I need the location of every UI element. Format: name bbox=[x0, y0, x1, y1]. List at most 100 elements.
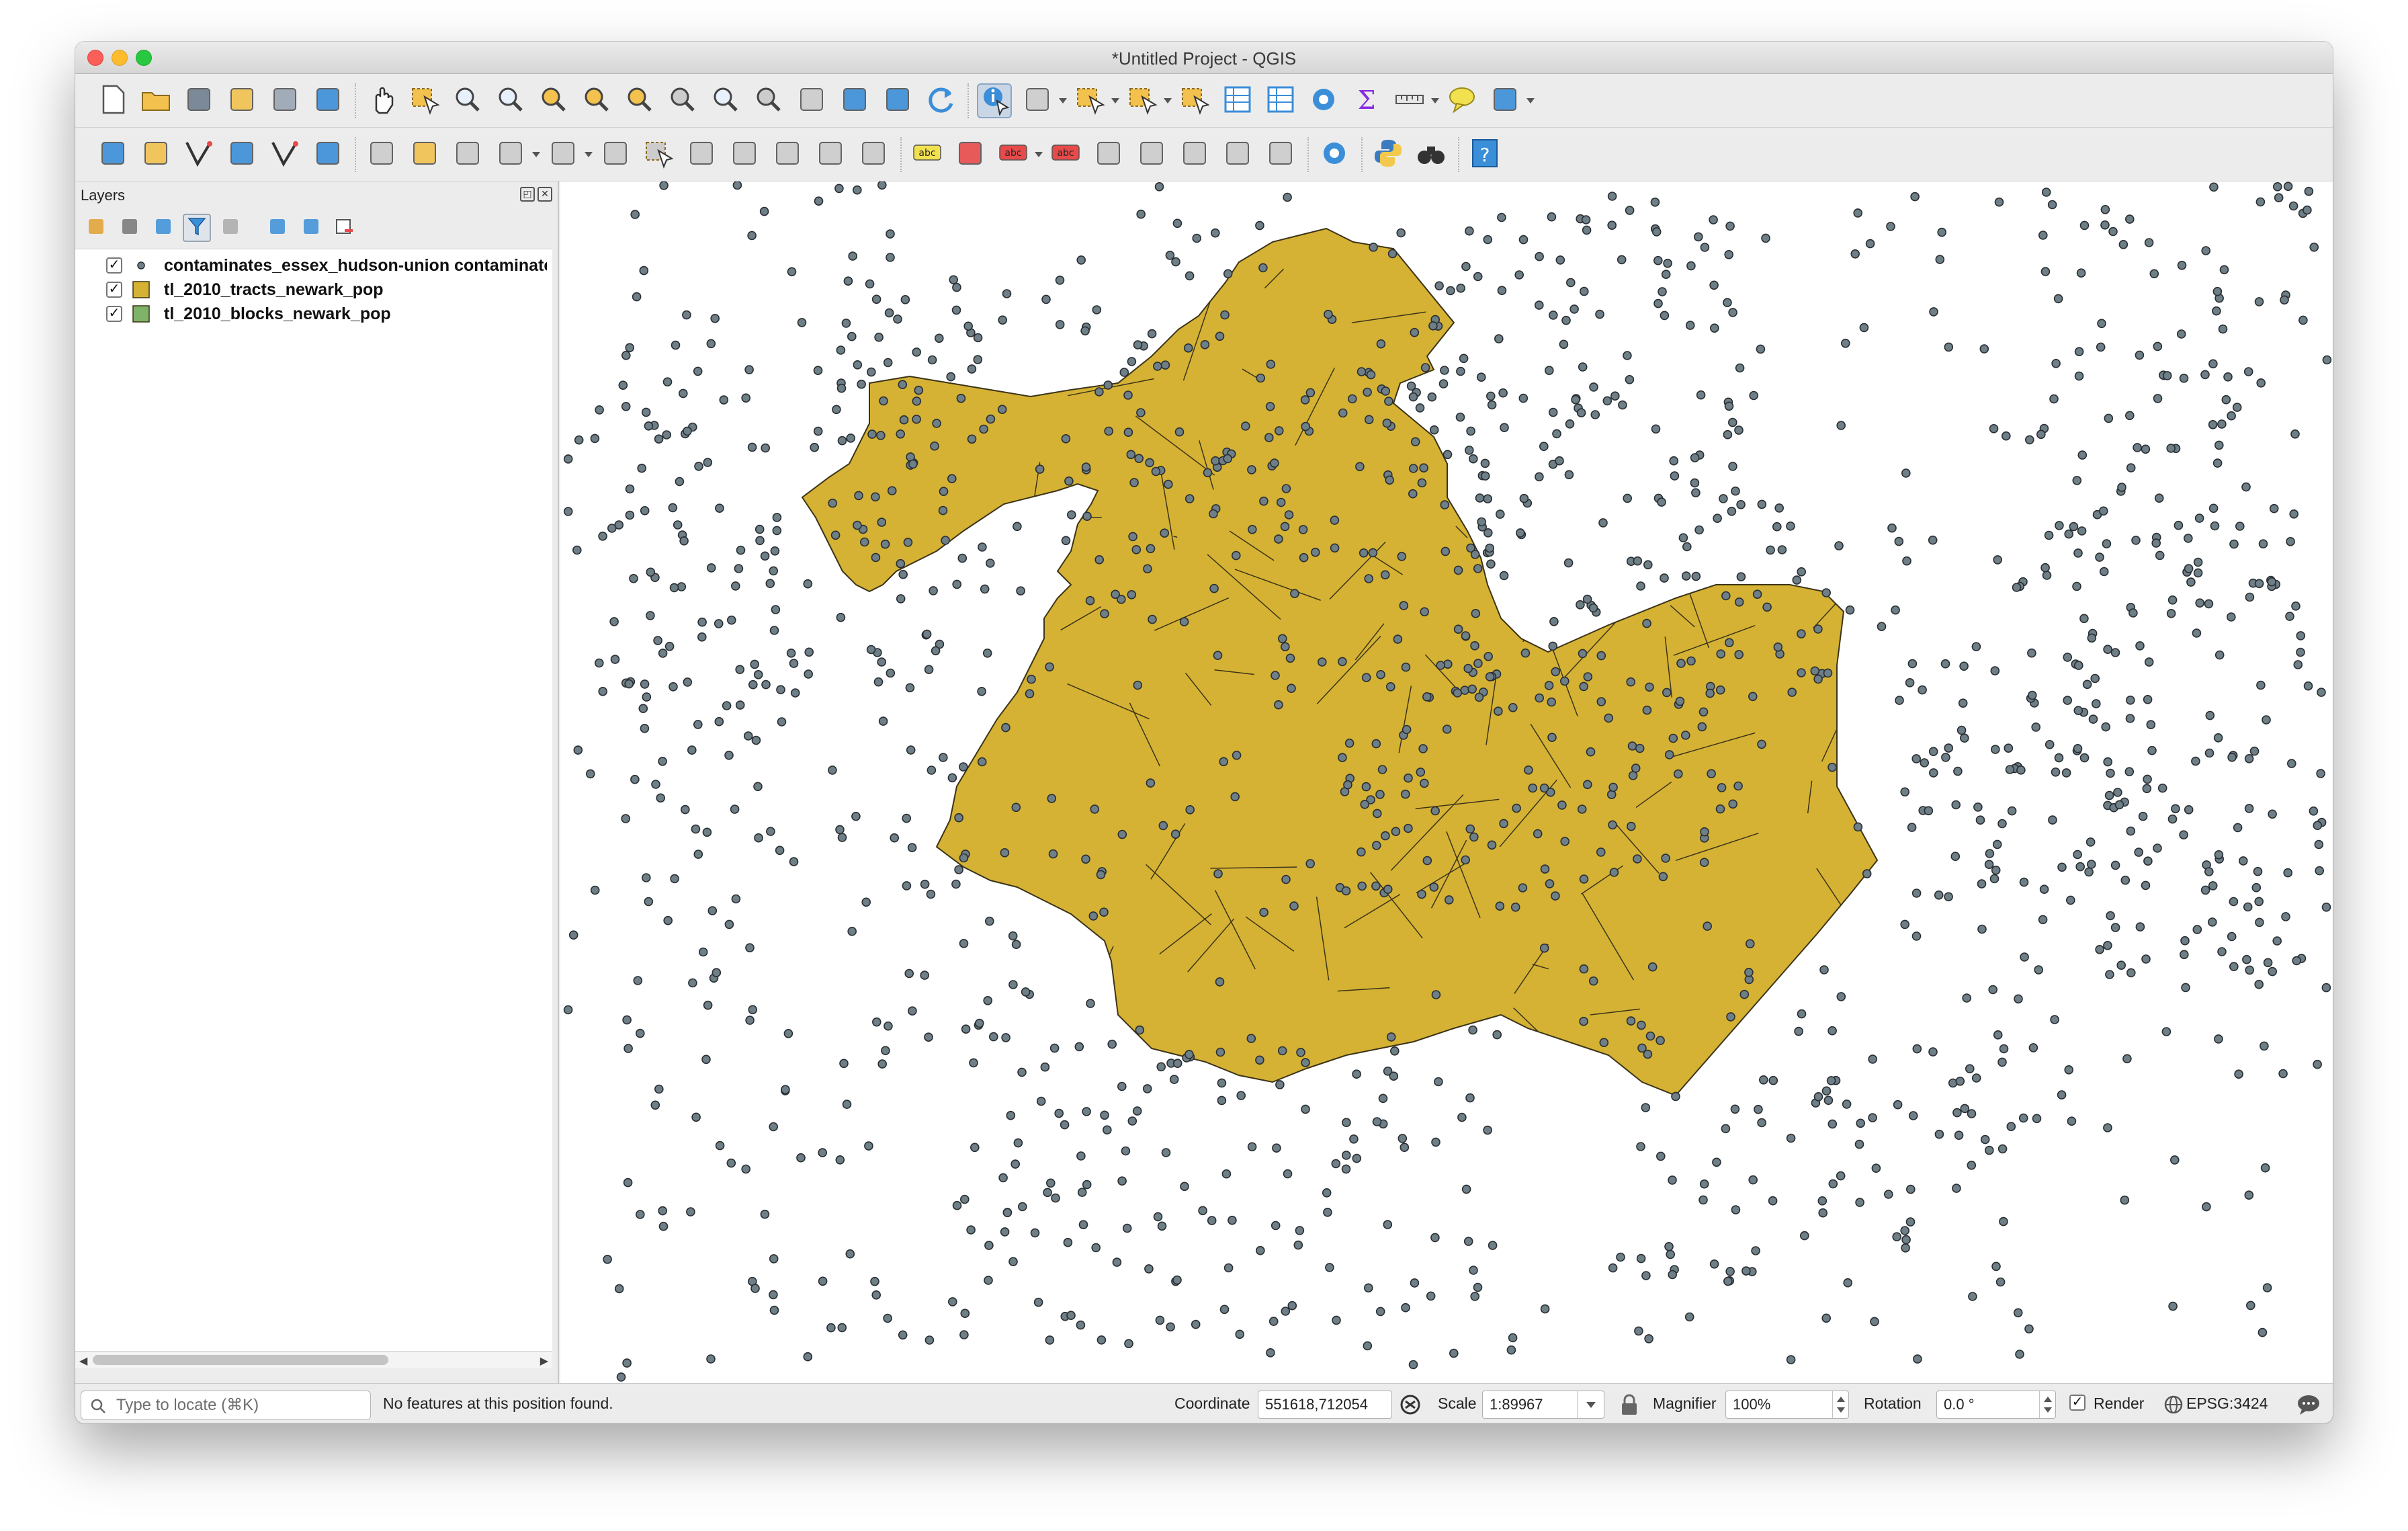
contamination-point[interactable] bbox=[1016, 586, 1025, 596]
contamination-point[interactable] bbox=[1940, 659, 1950, 669]
contamination-point[interactable] bbox=[1404, 773, 1413, 783]
contamination-point[interactable] bbox=[1742, 1266, 1751, 1276]
contamination-point[interactable] bbox=[1980, 1134, 1990, 1145]
contamination-point[interactable] bbox=[1281, 1307, 1291, 1316]
contamination-point[interactable] bbox=[958, 762, 968, 772]
contamination-point[interactable] bbox=[803, 579, 813, 589]
contamination-point[interactable] bbox=[904, 968, 914, 979]
contamination-point[interactable] bbox=[1209, 583, 1219, 593]
contamination-point[interactable] bbox=[1060, 1120, 1070, 1130]
rotation-spinbox[interactable] bbox=[1936, 1391, 2056, 1419]
contamination-point[interactable] bbox=[2153, 843, 2162, 853]
contamination-point[interactable] bbox=[1699, 858, 1709, 868]
contamination-point[interactable] bbox=[2110, 648, 2120, 657]
style-manager-button[interactable] bbox=[310, 83, 345, 118]
delete-selected-button[interactable] bbox=[641, 137, 676, 172]
contamination-point[interactable] bbox=[2090, 673, 2100, 684]
contamination-point[interactable] bbox=[1231, 550, 1241, 561]
contamination-point[interactable] bbox=[1651, 227, 1662, 237]
contamination-point[interactable] bbox=[2128, 608, 2138, 618]
contamination-point[interactable] bbox=[1757, 1118, 1766, 1128]
contamination-point[interactable] bbox=[1719, 494, 1728, 503]
contamination-point[interactable] bbox=[920, 970, 930, 980]
contamination-point[interactable] bbox=[1691, 488, 1701, 498]
contamination-point[interactable] bbox=[899, 415, 909, 425]
contamination-point[interactable] bbox=[1375, 1307, 1385, 1317]
contamination-point[interactable] bbox=[1290, 589, 1299, 599]
contamination-point[interactable] bbox=[1465, 824, 1475, 834]
contamination-point[interactable] bbox=[1480, 471, 1490, 481]
contamination-point[interactable] bbox=[2124, 767, 2135, 777]
contamination-point[interactable] bbox=[1116, 594, 1126, 604]
contamination-point[interactable] bbox=[1518, 883, 1528, 893]
statistics-button[interactable] bbox=[1263, 83, 1298, 118]
contamination-point[interactable] bbox=[1136, 209, 1146, 219]
contamination-point[interactable] bbox=[876, 431, 886, 440]
contamination-point[interactable] bbox=[1123, 390, 1133, 400]
contamination-point[interactable] bbox=[1912, 1044, 1922, 1054]
contamination-point[interactable] bbox=[1678, 533, 1688, 543]
contamination-point[interactable] bbox=[1728, 308, 1737, 317]
contamination-point[interactable] bbox=[2051, 358, 2061, 368]
contamination-point[interactable] bbox=[1994, 197, 2004, 207]
contamination-point[interactable] bbox=[654, 434, 664, 444]
contamination-point[interactable] bbox=[1074, 1042, 1084, 1052]
contamination-point[interactable] bbox=[683, 677, 693, 687]
contamination-point[interactable] bbox=[1396, 228, 1406, 238]
contamination-point[interactable] bbox=[765, 579, 775, 589]
contamination-point[interactable] bbox=[1155, 1315, 1165, 1325]
contamination-point[interactable] bbox=[1929, 307, 1938, 317]
field-calculator-button[interactable]: Σ bbox=[1349, 83, 1384, 118]
contamination-point[interactable] bbox=[1748, 1175, 1758, 1185]
contamination-point[interactable] bbox=[1259, 907, 1268, 917]
contamination-point[interactable] bbox=[1417, 889, 1426, 899]
contamination-point[interactable] bbox=[2143, 694, 2153, 704]
contamination-point[interactable] bbox=[2166, 444, 2176, 453]
contamination-point[interactable] bbox=[1402, 725, 1412, 735]
contamination-point[interactable] bbox=[2040, 267, 2051, 276]
render-checkbox[interactable]: ✓ bbox=[2069, 1395, 2086, 1411]
contamination-point[interactable] bbox=[760, 551, 770, 561]
contamination-point[interactable] bbox=[1076, 255, 1086, 265]
contamination-point[interactable] bbox=[1474, 692, 1484, 702]
contamination-point[interactable] bbox=[839, 1059, 849, 1069]
contamination-point[interactable] bbox=[2066, 895, 2075, 905]
contamination-point[interactable] bbox=[2179, 830, 2188, 840]
contamination-point[interactable] bbox=[1049, 1043, 1060, 1053]
contamination-point[interactable] bbox=[810, 442, 820, 452]
contamination-point[interactable] bbox=[2074, 661, 2083, 670]
contamination-point[interactable] bbox=[679, 388, 688, 399]
contamination-point[interactable] bbox=[2298, 315, 2308, 325]
contamination-point[interactable] bbox=[1670, 471, 1680, 481]
contamination-point[interactable] bbox=[1236, 1091, 1246, 1100]
contamination-point[interactable] bbox=[687, 745, 697, 755]
contamination-point[interactable] bbox=[1609, 868, 1619, 877]
contamination-point[interactable] bbox=[1465, 446, 1474, 455]
contamination-point[interactable] bbox=[1013, 1138, 1023, 1148]
contamination-point[interactable] bbox=[1997, 1057, 2007, 1067]
contamination-point[interactable] bbox=[2204, 748, 2214, 758]
contamination-point[interactable] bbox=[1559, 339, 1569, 349]
contamination-point[interactable] bbox=[1528, 783, 1537, 793]
contamination-point[interactable] bbox=[1275, 1080, 1285, 1089]
contamination-point[interactable] bbox=[1165, 251, 1175, 260]
move-label-button[interactable] bbox=[1134, 137, 1169, 172]
contamination-point[interactable] bbox=[1398, 1134, 1408, 1143]
contamination-point[interactable] bbox=[1045, 662, 1054, 672]
contamination-point[interactable] bbox=[1999, 1044, 2009, 1054]
contamination-point[interactable] bbox=[902, 881, 912, 891]
contamination-point[interactable] bbox=[770, 546, 780, 556]
contamination-point[interactable] bbox=[1944, 743, 1953, 753]
contamination-point[interactable] bbox=[730, 581, 740, 591]
contamination-point[interactable] bbox=[1465, 1093, 1475, 1103]
chevron-down-icon[interactable] bbox=[1577, 1391, 1604, 1418]
contamination-point[interactable] bbox=[688, 978, 697, 988]
contamination-point[interactable] bbox=[1465, 226, 1474, 236]
toolbox-button[interactable] bbox=[1306, 83, 1341, 118]
contamination-point[interactable] bbox=[883, 358, 893, 368]
contamination-point[interactable] bbox=[1457, 1112, 1467, 1122]
contamination-point[interactable] bbox=[1360, 799, 1370, 809]
contamination-point[interactable] bbox=[2101, 722, 2110, 732]
contamination-point[interactable] bbox=[1122, 1223, 1132, 1233]
contamination-point[interactable] bbox=[952, 1200, 962, 1210]
